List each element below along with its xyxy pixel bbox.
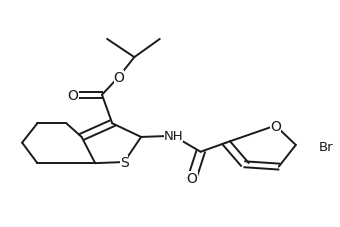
Text: O: O	[68, 88, 79, 102]
Text: NH: NH	[164, 130, 183, 143]
Text: O: O	[187, 171, 198, 185]
Text: O: O	[114, 70, 124, 84]
Text: S: S	[120, 155, 129, 169]
Text: Br: Br	[319, 140, 334, 153]
Text: O: O	[270, 119, 281, 133]
